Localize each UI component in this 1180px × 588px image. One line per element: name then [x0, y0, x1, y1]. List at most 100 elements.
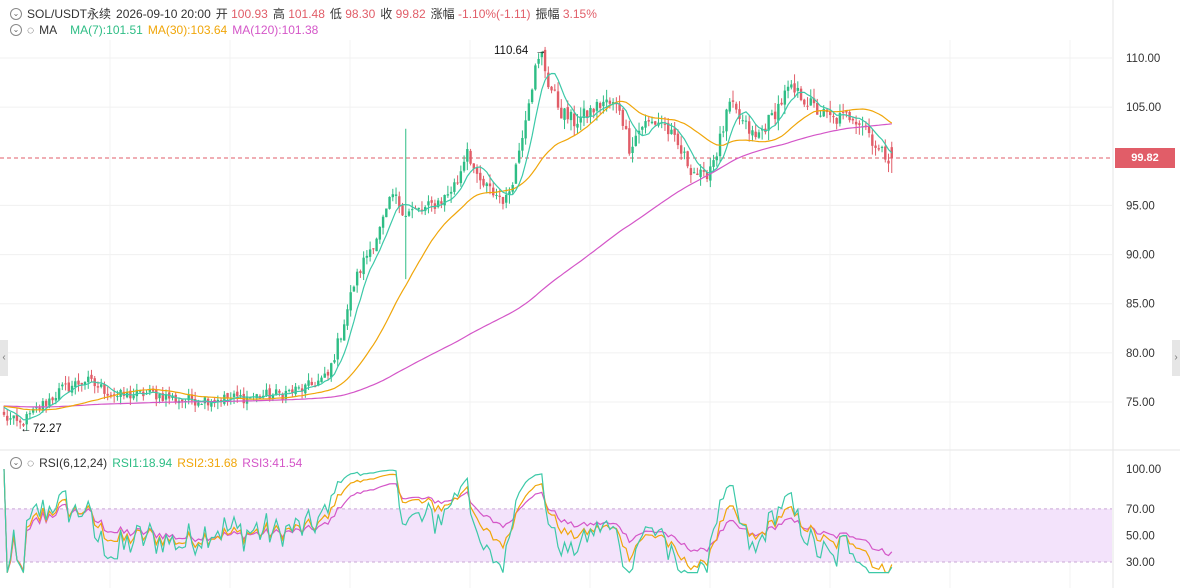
- candle-body: [456, 182, 459, 184]
- candle-body: [197, 402, 200, 406]
- candle-body: [663, 123, 667, 125]
- candle-body: [100, 384, 103, 387]
- scroll-right-handle[interactable]: ›: [1172, 340, 1180, 376]
- ma30-legend: MA(30):103.64: [147, 23, 228, 37]
- change-label: 涨幅: [430, 7, 455, 21]
- candle-body: [773, 111, 777, 120]
- eye-icon[interactable]: ◌: [27, 23, 35, 37]
- candle-body: [2, 411, 6, 415]
- candle-body: [80, 382, 83, 385]
- candle-body: [15, 414, 19, 421]
- candle-body: [505, 194, 508, 203]
- candle-datetime: 2026-09-10 20:00: [116, 6, 211, 21]
- candle-body: [375, 238, 378, 252]
- candle-body: [482, 178, 485, 186]
- eye-icon[interactable]: ◌: [27, 456, 35, 470]
- candle-body: [517, 150, 521, 163]
- candle-body: [449, 191, 453, 194]
- candle-body: [569, 111, 573, 121]
- candle-body: [647, 120, 650, 122]
- candle-body: [628, 128, 631, 154]
- low-value: 98.30: [345, 7, 376, 21]
- candle-body: [443, 194, 446, 206]
- high-marker: 110.64: [494, 45, 529, 57]
- candle-body: [832, 116, 835, 118]
- candle-body: [294, 386, 297, 395]
- candle-body: [57, 388, 61, 400]
- candle-body: [543, 49, 547, 72]
- candle-body: [598, 103, 602, 108]
- rsi3-legend: RSI3:41.54: [242, 456, 303, 470]
- candle-body: [336, 338, 339, 360]
- rsi-legend-label[interactable]: RSI(6,12,24): [39, 456, 108, 470]
- candle-body: [621, 109, 625, 126]
- candle-body: [767, 114, 770, 131]
- candle-body: [641, 126, 644, 130]
- candle-body: [521, 137, 524, 151]
- candle-body: [511, 184, 514, 192]
- candle-body: [12, 415, 15, 419]
- rsi-legend: ⌄ ◌ RSI(6,12,24) RSI1:18.94 RSI2:31.68 R…: [10, 456, 302, 470]
- close-label: 收: [380, 7, 393, 21]
- collapse-chevron-icon[interactable]: ⌄: [10, 24, 22, 36]
- candle-body: [38, 407, 41, 410]
- open-label: 开: [215, 7, 228, 21]
- candle-body: [355, 271, 359, 286]
- candle-body: [262, 395, 265, 398]
- candle-body: [469, 150, 472, 164]
- candle-body: [287, 390, 291, 392]
- rsi-tick-label: 50.00: [1126, 530, 1155, 542]
- candle-body: [158, 394, 161, 399]
- candle-body: [670, 129, 673, 135]
- ma-legend-label[interactable]: MA: [39, 23, 58, 37]
- candle-body: [485, 183, 488, 187]
- candle-body: [822, 108, 825, 117]
- candle-body: [213, 399, 216, 402]
- candle-body: [161, 393, 164, 401]
- candle-body: [838, 113, 842, 124]
- candle-body: [696, 173, 699, 176]
- candle-body: [459, 171, 463, 184]
- rsi2-line: [3, 468, 893, 574]
- collapse-chevron-icon[interactable]: ⌄: [10, 7, 22, 20]
- candle-body: [654, 121, 657, 125]
- candle-body: [31, 408, 35, 413]
- candle-body: [291, 389, 294, 393]
- candle-body: [472, 163, 475, 169]
- candle-body: [841, 111, 845, 113]
- candle-body: [300, 388, 304, 392]
- candle-body: [54, 397, 58, 401]
- candle-body: [210, 401, 213, 407]
- candle-body: [777, 103, 780, 121]
- candle-body: [514, 164, 518, 184]
- candle-body: [187, 394, 190, 401]
- candle-body: [368, 249, 372, 257]
- candle-body: [116, 396, 119, 398]
- rsi-tick-label: 30.00: [1126, 557, 1155, 569]
- candle-body: [64, 383, 67, 385]
- candle-body: [527, 103, 531, 121]
- candle-body: [411, 209, 414, 211]
- candle-body: [748, 121, 751, 134]
- candle-body: [362, 257, 365, 275]
- candle-body: [284, 390, 288, 400]
- candle-body: [611, 102, 615, 105]
- candle-body: [650, 121, 654, 124]
- candle-body: [446, 194, 450, 196]
- collapse-chevron-icon[interactable]: ⌄: [10, 457, 22, 469]
- candle-body: [871, 134, 874, 146]
- candle-body: [378, 227, 382, 240]
- candle-body: [540, 51, 544, 58]
- candle-body: [436, 200, 440, 208]
- candle-body: [109, 394, 113, 396]
- candle-body: [760, 129, 764, 131]
- candle-body: [874, 145, 877, 148]
- candle-body: [547, 72, 550, 88]
- candle-body: [268, 388, 271, 399]
- scroll-left-handle[interactable]: ‹: [0, 340, 8, 376]
- candle-body: [200, 403, 203, 405]
- candle-body: [692, 172, 696, 174]
- candle-body: [333, 360, 336, 363]
